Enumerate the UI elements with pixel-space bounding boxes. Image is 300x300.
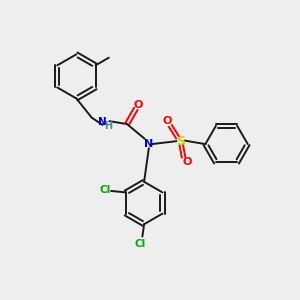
Text: N: N [98,117,107,127]
Text: O: O [162,116,172,126]
Text: H: H [104,122,112,131]
Text: Cl: Cl [134,239,145,249]
Text: O: O [133,100,142,110]
Text: O: O [182,157,192,167]
Text: N: N [144,139,153,149]
Text: S: S [176,135,185,148]
Text: Cl: Cl [100,185,111,195]
